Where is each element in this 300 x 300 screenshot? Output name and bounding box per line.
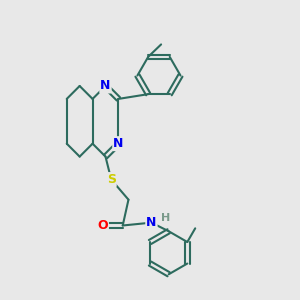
Text: N: N xyxy=(146,216,157,229)
Text: N: N xyxy=(100,80,111,92)
Text: H: H xyxy=(161,213,170,223)
Text: S: S xyxy=(107,173,116,186)
Text: O: O xyxy=(97,219,108,232)
Text: N: N xyxy=(113,137,124,150)
